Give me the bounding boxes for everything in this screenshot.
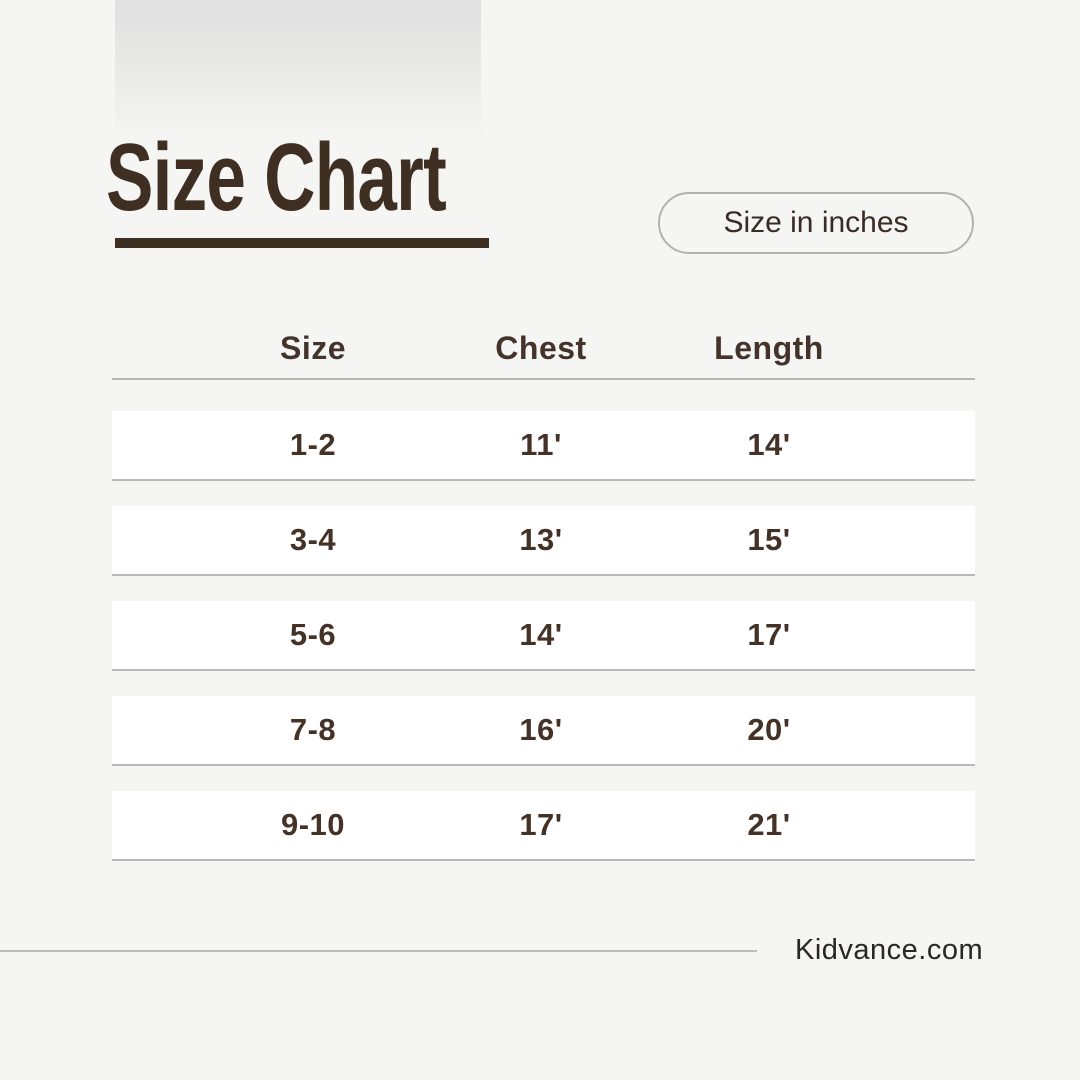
cell-chest: 16' bbox=[519, 712, 563, 747]
column-header-length: Length bbox=[714, 329, 824, 366]
table-row: 9-10 17' 21' bbox=[112, 791, 975, 861]
cell-length: 20' bbox=[747, 712, 791, 747]
column-header-chest: Chest bbox=[495, 329, 587, 366]
table-row: 7-8 16' 20' bbox=[112, 696, 975, 766]
header-gradient-decoration bbox=[115, 0, 481, 140]
cell-chest: 17' bbox=[519, 807, 563, 842]
cell-length: 14' bbox=[747, 427, 791, 462]
table-header-row: Size Chest Length bbox=[112, 318, 975, 380]
cell-length: 17' bbox=[747, 617, 791, 652]
cell-size: 1-2 bbox=[289, 427, 337, 462]
cell-length: 15' bbox=[747, 522, 791, 557]
cell-length: 21' bbox=[747, 807, 791, 842]
cell-size: 3-4 bbox=[289, 522, 337, 557]
size-table: Size Chest Length 1-2 11' 14' 3-4 13' 15… bbox=[112, 318, 975, 861]
unit-badge-label: Size in inches bbox=[723, 206, 909, 239]
footer-website: Kidvance.com bbox=[795, 934, 984, 966]
cell-size: 9-10 bbox=[280, 807, 346, 842]
unit-badge-button[interactable]: Size in inches bbox=[658, 192, 974, 254]
column-header-size: Size bbox=[279, 329, 347, 366]
title-underline bbox=[115, 238, 489, 248]
cell-chest: 13' bbox=[519, 522, 563, 557]
cell-chest: 14' bbox=[519, 617, 563, 652]
table-row: 1-2 11' 14' bbox=[112, 411, 975, 481]
cell-size: 5-6 bbox=[289, 617, 337, 652]
table-body: 1-2 11' 14' 3-4 13' 15' 5-6 14' 17' 7-8 … bbox=[112, 411, 975, 861]
table-row: 3-4 13' 15' bbox=[112, 506, 975, 576]
table-row: 5-6 14' 17' bbox=[112, 601, 975, 671]
cell-chest: 11' bbox=[520, 427, 562, 462]
cell-size: 7-8 bbox=[289, 712, 337, 747]
page-title: Size Chart bbox=[106, 124, 447, 231]
footer-divider bbox=[0, 950, 757, 952]
